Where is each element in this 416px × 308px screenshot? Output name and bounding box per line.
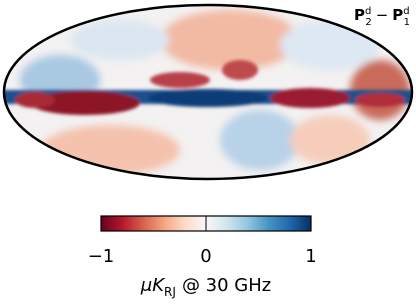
tick-label: −1 [88,246,115,267]
tick-label: 1 [305,246,316,267]
title-part: d [403,6,409,17]
map-outline [2,3,414,181]
colorbar: −1 0 1 [88,215,317,267]
label-part: μK [140,275,165,296]
tick-label: 0 [200,246,211,267]
sky-map [4,5,412,179]
title-part: P [354,6,365,24]
label-part: @ 30 GHz [182,275,271,296]
title-part: d [365,6,371,17]
title-part: 2 [365,17,371,28]
title-part: P [392,6,403,24]
colorbar-label: μKRJ @ 30 GHz [140,275,271,299]
label-part: RJ [164,285,176,299]
title-part: 1 [404,17,410,28]
map-title: Pd 2− Pd 1 [354,6,410,28]
title-part: − [376,6,389,24]
